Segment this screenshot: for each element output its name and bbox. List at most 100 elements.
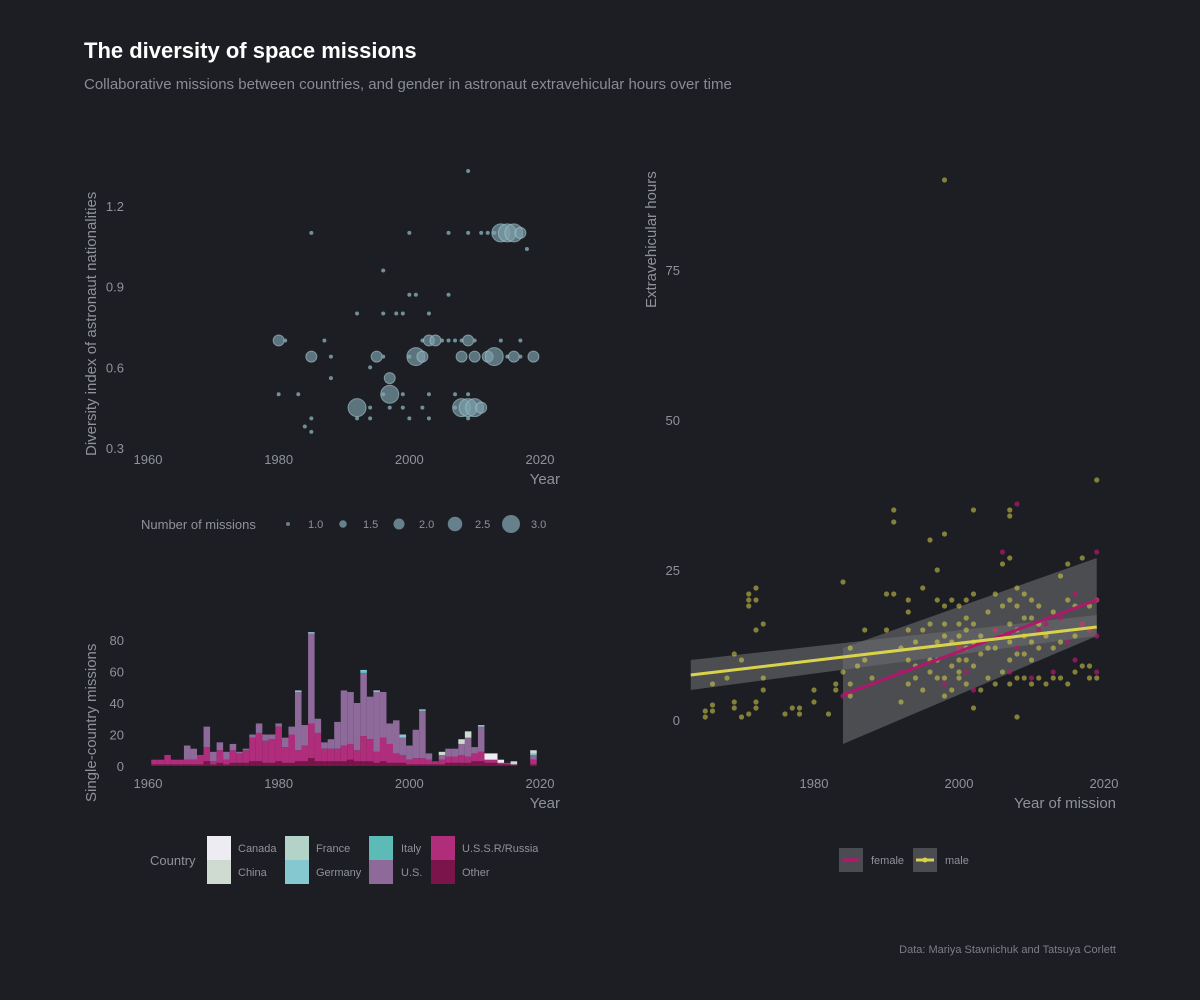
bars-y-tick: 60	[110, 665, 124, 680]
bar-segment	[438, 751, 446, 755]
diversity-point	[462, 334, 475, 347]
bar-segment	[340, 745, 348, 762]
diversity-point	[466, 392, 471, 397]
diversity-point	[368, 365, 373, 370]
size-legend-swatch	[286, 522, 290, 526]
male-point	[1094, 477, 1100, 483]
diversity-point	[283, 338, 288, 343]
gender-legend-swatch-dot	[848, 857, 854, 863]
bar-segment	[425, 759, 433, 765]
male-point	[746, 591, 752, 597]
diversity-point	[400, 392, 405, 397]
bar-segment	[223, 764, 230, 766]
male-point	[978, 687, 984, 693]
bar-segment	[216, 742, 224, 751]
bars-x-tick: 1980	[264, 776, 293, 791]
bar-segment	[216, 750, 224, 763]
bar-segment	[255, 732, 263, 762]
eva-x-tick: 2020	[1090, 776, 1119, 791]
bar-segment	[151, 759, 158, 765]
bar-segment	[445, 762, 452, 766]
bar-segment	[373, 751, 380, 763]
male-point	[753, 705, 759, 711]
male-point	[912, 639, 919, 645]
male-point	[1043, 681, 1049, 687]
eva-trend-lines	[690, 598, 1098, 697]
bars-x-tick: 2020	[526, 776, 555, 791]
country-legend-swatch	[207, 836, 231, 860]
male-point	[941, 633, 948, 639]
male-point	[970, 663, 977, 669]
bar-segment	[321, 761, 328, 766]
size-legend-title: Number of missions	[141, 517, 256, 532]
bar-segment	[242, 762, 250, 766]
bar-segment	[210, 751, 217, 762]
male-point	[833, 681, 839, 687]
male-point	[941, 693, 948, 699]
bar-segment	[510, 761, 518, 765]
male-point	[927, 621, 933, 627]
male-point	[941, 177, 948, 183]
male-point	[1036, 603, 1042, 609]
country-legend-label: U.S.	[401, 867, 422, 879]
male-point	[883, 591, 890, 597]
male-point	[941, 603, 948, 609]
bar-segment	[386, 723, 393, 744]
male-point	[1014, 714, 1020, 720]
female-point	[1043, 621, 1049, 627]
gender-legend-label: female	[871, 855, 904, 867]
bar-segment	[157, 764, 165, 766]
bar-segment	[406, 759, 413, 765]
female-point	[1072, 591, 1078, 597]
diversity-point	[466, 416, 471, 421]
bar-segment	[484, 753, 491, 760]
size-legend-label: 1.5	[363, 519, 378, 531]
diversity-point	[485, 230, 490, 235]
diversity-points	[272, 169, 540, 434]
bar-segment	[379, 761, 387, 766]
diversity-point	[453, 338, 458, 343]
female-point	[941, 681, 948, 687]
male-point	[1065, 561, 1071, 567]
diversity-point	[272, 334, 285, 347]
male-point	[1057, 675, 1064, 681]
diversity-point	[413, 292, 418, 297]
bar-segment	[504, 762, 511, 765]
page-subtitle: Collaborative missions between countries…	[84, 76, 732, 93]
female-point	[1014, 501, 1020, 507]
diversity-point	[407, 416, 412, 421]
bar-segment	[379, 691, 387, 738]
country-legend-swatch	[207, 860, 231, 884]
male-point	[1007, 597, 1013, 603]
male-point	[796, 711, 803, 717]
bar-segment	[210, 761, 217, 765]
male-point	[847, 693, 853, 699]
male-point	[941, 675, 948, 681]
bar-segment	[321, 748, 328, 762]
female-point	[1079, 621, 1085, 627]
bar-segment	[445, 748, 452, 757]
bar-segment	[236, 753, 243, 763]
bar-segment	[203, 726, 211, 748]
male-point	[854, 663, 861, 669]
male-point	[920, 585, 926, 591]
diversity-point	[368, 405, 373, 410]
diversity-point	[394, 311, 399, 316]
bar-segment	[236, 751, 243, 754]
bar-segment	[504, 764, 511, 766]
male-point	[891, 519, 897, 525]
male-point	[1057, 639, 1064, 645]
male-point	[985, 675, 991, 681]
bar-segment	[477, 726, 485, 752]
male-point	[753, 597, 759, 603]
bar-segment	[497, 764, 505, 766]
size-legend-swatch	[339, 520, 347, 528]
male-point	[709, 702, 716, 708]
male-point	[738, 714, 745, 720]
diversity-point	[400, 311, 405, 316]
bar-segment	[425, 753, 433, 760]
diversity-y-tick: 0.9	[106, 280, 124, 295]
male-point	[970, 705, 977, 711]
male-point	[905, 627, 911, 633]
